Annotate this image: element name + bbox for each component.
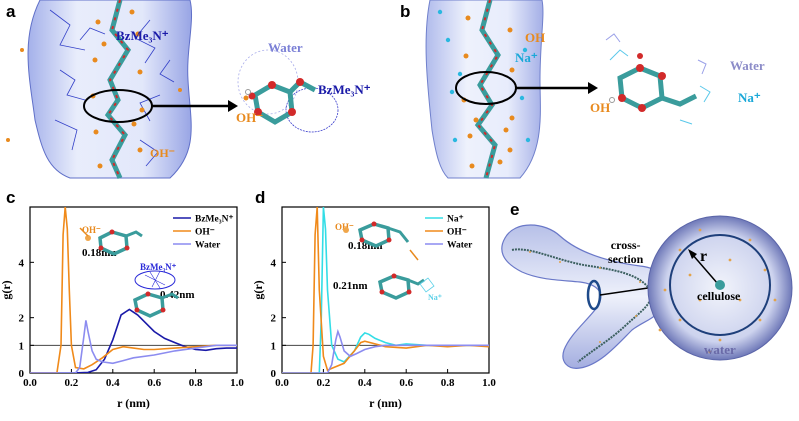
- label-cellulose-e: cellulose: [697, 289, 741, 303]
- annotation-c-cation: BzMe₃N⁺: [140, 262, 177, 272]
- zoom-arrow-head-a: [228, 100, 238, 112]
- label-oh-chain-a: OH⁻: [150, 146, 176, 160]
- series-line-c-0: [30, 308, 237, 373]
- cellulose-core-e: [715, 280, 725, 290]
- annotation-d-d1: 0.18nm: [348, 240, 383, 252]
- x-tick-label-d: 0.4: [358, 377, 372, 389]
- cellulose-tube-e: [501, 224, 669, 369]
- plot-frame-d: [281, 206, 490, 374]
- legend-label-d-1: OH⁻: [447, 228, 467, 238]
- annotation-c-d2: 0.42nm: [160, 289, 195, 301]
- x-tick-label-d: 0.2: [317, 377, 331, 389]
- label-water-a: Water: [268, 40, 303, 55]
- y-tick-label-d: 1: [271, 340, 277, 352]
- hydroxide-dots-b: [461, 15, 515, 169]
- chart-c: 0.0 0.2 0.4 0.6 0.8 1.0 0 1 2 4 r (nm) g(r) BzMe₃N⁺ O…: [0, 206, 244, 410]
- x-tick-label-c: 0.0: [23, 377, 37, 389]
- legend-label-d-0: Na⁺: [447, 215, 464, 225]
- series-line-c-1: [30, 207, 237, 373]
- zoom-arrow-head-b: [588, 82, 598, 94]
- label-water-b: Water: [730, 58, 765, 73]
- inset-molecule-c1: [79, 227, 143, 256]
- x-tick-label-c: 0.4: [106, 377, 120, 389]
- annotation-d-na: Na⁺: [428, 293, 442, 302]
- panel-label-e: e: [510, 200, 520, 219]
- inset-molecule-c2: [133, 270, 179, 318]
- zoom-molecule-a: [237, 49, 339, 133]
- cation-wireframe-a: [49, 9, 175, 167]
- x-tick-label-d: 1.0: [482, 377, 496, 389]
- annotation-c-oh: OH⁻: [82, 225, 101, 235]
- series-line-d-2: [282, 328, 489, 373]
- y-tick-label-c: 0: [19, 368, 25, 380]
- x-tick-label-c: 1.0: [230, 377, 244, 389]
- y-tick-label-c: 2: [19, 313, 25, 325]
- label-water-e: water: [704, 342, 736, 357]
- plot-frame-c: [29, 206, 238, 374]
- y-tick-label-c: 1: [19, 340, 25, 352]
- x-axis-label-d: r (nm): [369, 396, 402, 410]
- cellulose-chain-b: [474, 0, 501, 179]
- sodium-dots-b: [437, 9, 531, 143]
- inset-molecule-d1: [343, 221, 419, 261]
- label-cross-section-e: cross- section: [608, 238, 644, 266]
- cellulose-chain-a: [104, 0, 132, 180]
- legend-label-c-2: Water: [195, 241, 221, 251]
- y-tick-label-d: 4: [271, 257, 277, 269]
- series-line-c-2: [30, 320, 237, 373]
- label-cation-a: BzMe₃N⁺: [116, 28, 169, 43]
- legend-label-c-1: OH⁻: [195, 228, 215, 238]
- cross-section-inner-circle-e: [669, 234, 771, 336]
- x-tick-label-d: 0.0: [275, 377, 289, 389]
- panel-label-d: d: [255, 188, 266, 207]
- label-na-zoom-b: Na⁺: [738, 90, 761, 105]
- y-axis-label-d: g(r): [251, 280, 265, 299]
- label-oh-zoom-b: OH: [590, 100, 611, 115]
- y-axis-label-c: g(r): [0, 280, 13, 299]
- x-tick-label-c: 0.2: [65, 377, 79, 389]
- radius-arrow-e: [691, 253, 719, 285]
- panel-label-a: a: [6, 2, 16, 21]
- y-tick-label-c: 4: [19, 257, 25, 269]
- cross-section-arrow-e: [599, 287, 649, 296]
- x-tick-label-d: 0.8: [441, 377, 455, 389]
- strand-dots-e: [529, 251, 641, 343]
- sphere-dots-e: [658, 228, 777, 354]
- x-tick-label-c: 0.8: [189, 377, 203, 389]
- radius-arrow-head-e: [688, 249, 697, 259]
- y-tick-label-d: 0: [271, 368, 277, 380]
- x-axis-label-c: r (nm): [117, 396, 150, 410]
- label-radius-e: r: [700, 248, 708, 265]
- cellulose-strand-e: [511, 248, 653, 363]
- x-tick-label-d: 0.6: [399, 377, 413, 389]
- annotation-d-oh: OH⁻: [335, 222, 354, 232]
- panel-label-b: b: [400, 2, 411, 21]
- surface-tube-a: [27, 0, 193, 179]
- legend-label-d-2: Water: [447, 241, 473, 251]
- label-na-b: Na⁺: [515, 50, 538, 65]
- inset-molecule-d2: [378, 273, 435, 300]
- x-tick-label-c: 0.6: [147, 377, 161, 389]
- hydroxide-dots-a: [6, 9, 182, 169]
- legend-label-c-0: BzMe₃N⁺: [195, 215, 233, 225]
- label-oh-zoom-a: OH⁻: [236, 110, 264, 125]
- chart-d: 0.0 0.2 0.4 0.6 0.8 1.0 0 1 2 4 r (nm) g(r) Na⁺ OH⁻ Wa…: [251, 206, 496, 410]
- zoom-molecule-b: [605, 33, 711, 125]
- label-cation-zoom-a: BzMe₃N⁺: [318, 82, 371, 97]
- label-oh-b: OH: [525, 30, 546, 45]
- y-tick-label-d: 2: [271, 313, 277, 325]
- annotation-d-d2: 0.21nm: [333, 280, 368, 292]
- panel-label-c: c: [6, 188, 16, 207]
